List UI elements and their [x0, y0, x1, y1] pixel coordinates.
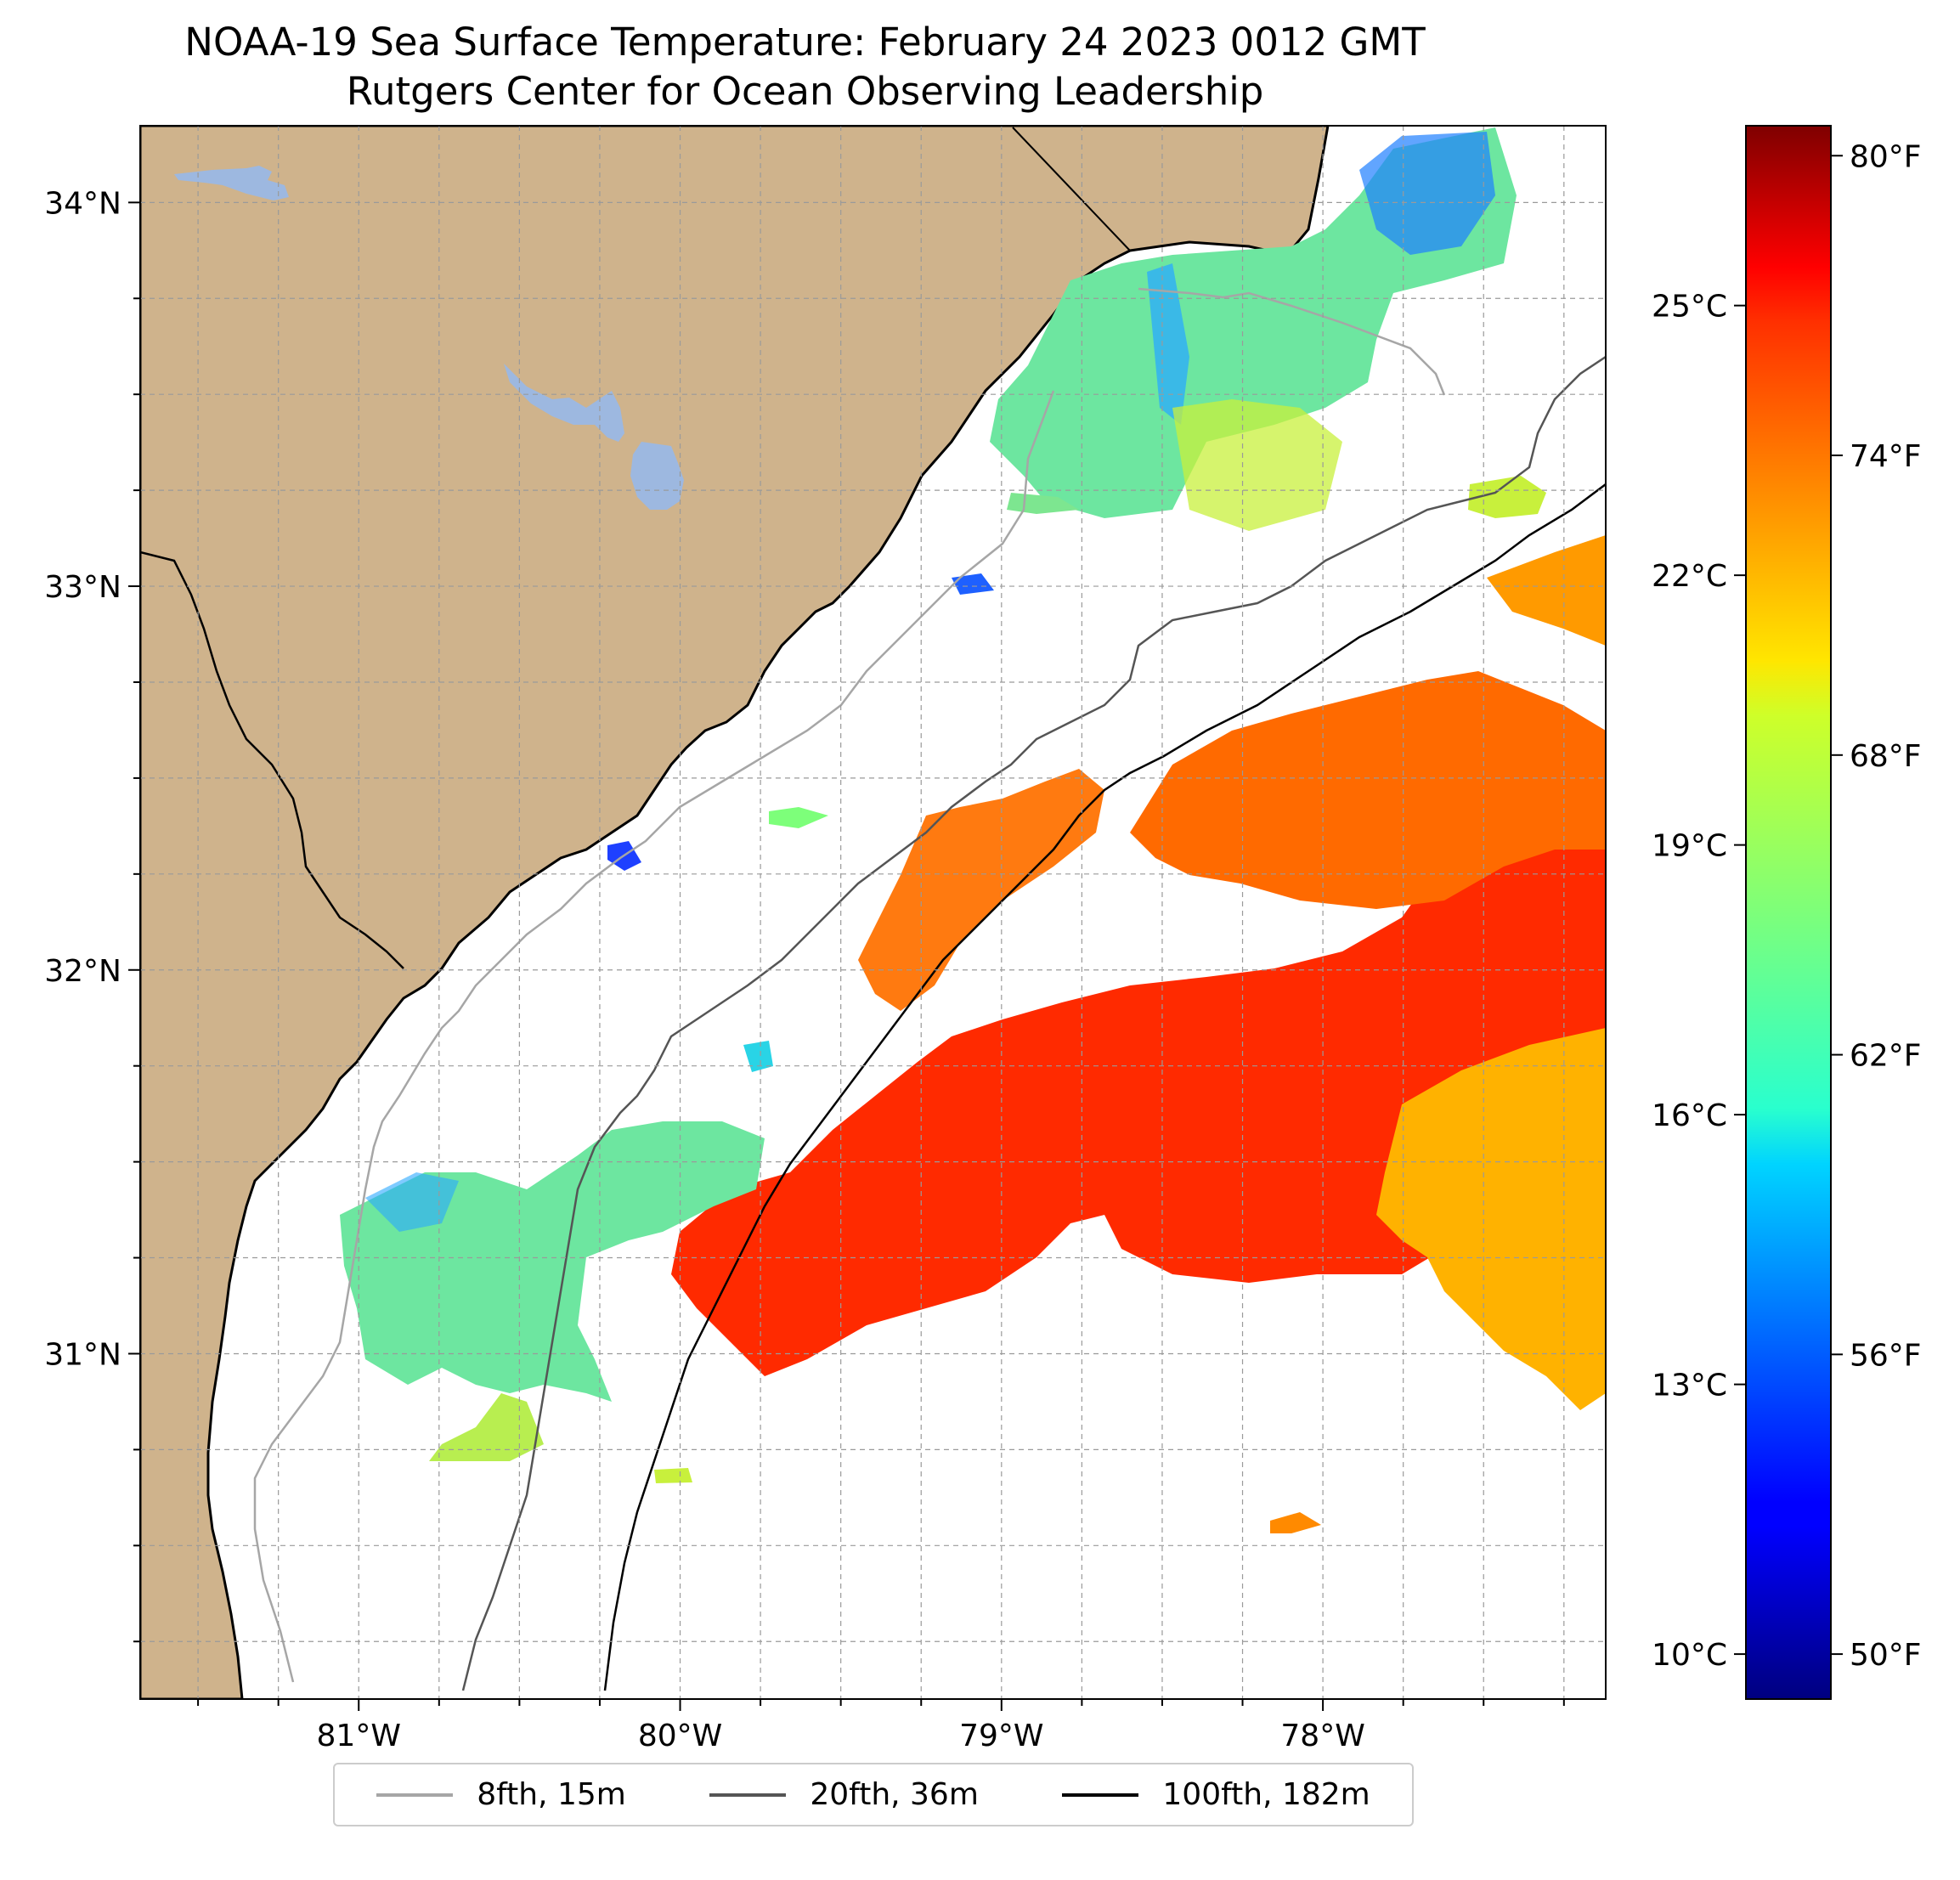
- sst-patch-mid-small-cyan: [743, 1041, 773, 1072]
- lat-tick-label: 31°N: [44, 1337, 121, 1372]
- sst-patch-far-south: [1270, 1512, 1321, 1533]
- colorbar-celsius-label: 25°C: [1652, 290, 1727, 325]
- isobath-100fth: [603, 483, 1606, 1691]
- lon-tick-label: 78°W: [1280, 1719, 1364, 1753]
- sst-data: [340, 127, 1606, 1533]
- colorbar-celsius-label: 22°C: [1652, 559, 1727, 594]
- county-border: [1012, 127, 1131, 251]
- legend-item-20fth: 20fth, 36m: [709, 1777, 979, 1812]
- sst-patch-southeast-yellow: [1376, 1028, 1606, 1410]
- map-title: NOAA-19 Sea Surface Temperature: Februar…: [184, 20, 1426, 65]
- map-area: [140, 126, 1606, 1699]
- sst-patch-north-warm: [1172, 399, 1342, 531]
- colorbar-celsius-label: 16°C: [1652, 1098, 1727, 1133]
- colorbar-fahrenheit-label: 62°F: [1850, 1039, 1922, 1074]
- map-subtitle: Rutgers Center for Ocean Observing Leade…: [346, 69, 1264, 114]
- latitude-axis: 34°N 33°N 32°N 31°N: [44, 186, 140, 1643]
- colorbar-celsius-label: 13°C: [1652, 1369, 1727, 1403]
- map-frame: [139, 125, 1607, 1700]
- sst-patch-south-red: [671, 765, 1606, 1376]
- colorbar-fahrenheit-label: 50°F: [1850, 1638, 1922, 1673]
- legend-line-8fth: [376, 1792, 454, 1797]
- lat-tick-label: 33°N: [44, 570, 121, 605]
- legend-line-100fth: [1062, 1792, 1139, 1797]
- sst-patch-east-orange: [1130, 671, 1606, 909]
- lake-marion: [504, 364, 624, 442]
- lon-tick-label: 80°W: [638, 1719, 722, 1753]
- sst-patch-mid-warm: [858, 769, 1104, 1011]
- colorbar-fahrenheit-label: 80°F: [1850, 139, 1922, 174]
- colorbar-celsius-label: 19°C: [1652, 829, 1727, 864]
- sst-patch-mid-small-green: [769, 807, 828, 828]
- lon-tick-label: 79°W: [959, 1719, 1043, 1753]
- isobath-20fth: [461, 355, 1606, 1691]
- colorbar-celsius-labels: 25°C 22°C 19°C 16°C 13°C 10°C: [1652, 290, 1746, 1673]
- colorbar: [1745, 125, 1832, 1700]
- sst-patch-north-cold2: [1359, 132, 1495, 255]
- sst-patch-north-cold: [1147, 263, 1189, 425]
- colorbar-fahrenheit-labels: 80°F 74°F 68°F 62°F 56°F 50°F: [1831, 139, 1922, 1673]
- legend-item-100fth: 100fth, 182m: [1062, 1777, 1370, 1812]
- legend-line-20fth: [709, 1792, 787, 1797]
- legend-label-8fth: 8fth, 15m: [477, 1777, 626, 1812]
- colorbar-fahrenheit-label: 74°F: [1850, 439, 1922, 474]
- sst-patch-south-small: [429, 1393, 544, 1461]
- colorbar-fahrenheit-label: 68°F: [1850, 739, 1922, 774]
- lat-tick-label: 32°N: [44, 954, 121, 989]
- isobath-legend: 8fth, 15m 20fth, 36m 100fth, 182m: [333, 1763, 1414, 1826]
- longitude-axis: 81°W 80°W 79°W 78°W: [197, 1699, 1565, 1753]
- sst-patch-southwest-cold: [365, 1172, 459, 1232]
- legend-item-8fth: 8fth, 15m: [376, 1777, 626, 1812]
- lake-north: [174, 166, 289, 200]
- legend-label-100fth: 100fth, 182m: [1162, 1777, 1370, 1812]
- isobath-8fth: [253, 287, 1446, 1683]
- legend-label-20fth: 20fth, 36m: [810, 1777, 979, 1812]
- lat-lon-grid: [140, 126, 1606, 1699]
- sst-patch-east-small: [1468, 476, 1546, 518]
- sst-patch-north-blue-spot: [952, 573, 994, 595]
- sst-patch-south-tiny: [654, 1468, 692, 1483]
- land-mass: [140, 126, 1330, 1699]
- sst-patch-east-edge: [1487, 535, 1606, 646]
- colorbar-celsius-label: 10°C: [1652, 1638, 1727, 1673]
- lat-tick-label: 34°N: [44, 186, 121, 221]
- colorbar-fahrenheit-label: 56°F: [1850, 1338, 1922, 1373]
- lon-tick-label: 81°W: [317, 1719, 401, 1753]
- lake-moultrie: [630, 442, 684, 510]
